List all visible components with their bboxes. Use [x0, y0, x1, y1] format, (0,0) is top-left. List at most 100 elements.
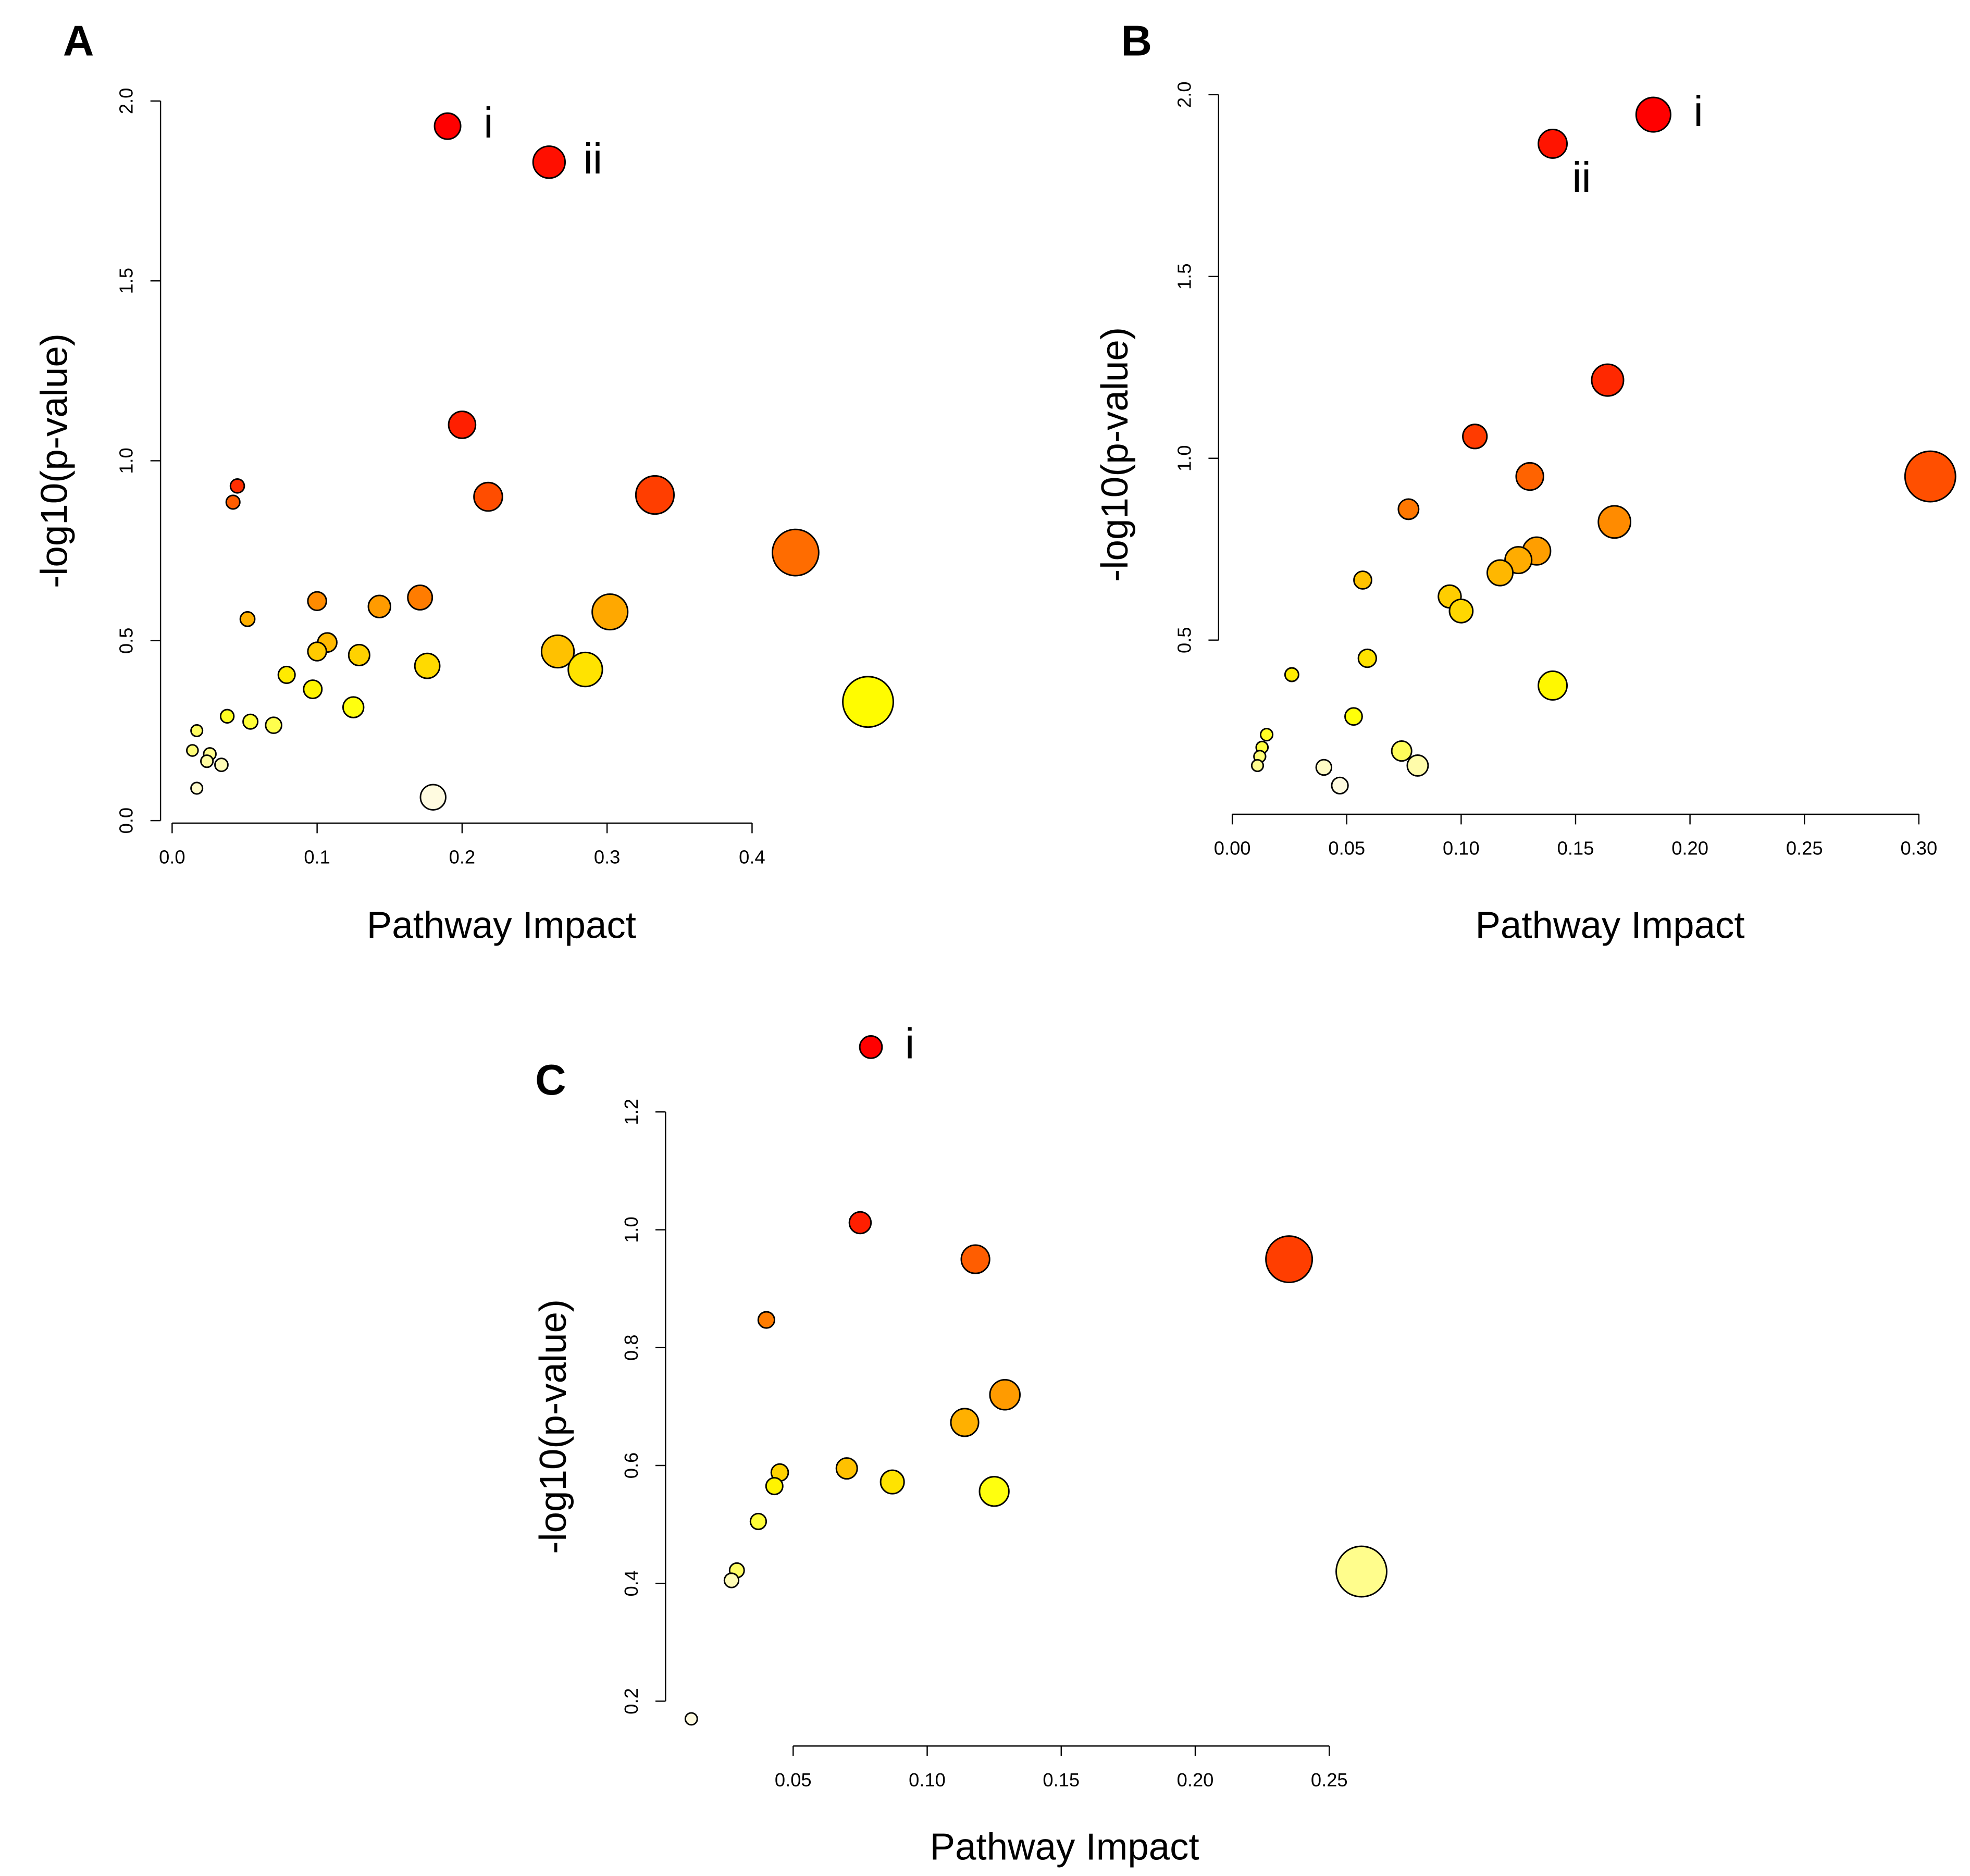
point [772, 528, 820, 577]
x-tick-label: 0.15 [1557, 837, 1594, 859]
point [303, 679, 323, 700]
point [1284, 667, 1299, 682]
x-tick-label: 0.4 [739, 846, 765, 867]
y-tick-label: 1.0 [116, 448, 137, 474]
point [1515, 462, 1544, 491]
x-tick-label: 0.10 [909, 1769, 946, 1791]
x-tick-label: 0.05 [775, 1769, 812, 1791]
point [348, 643, 370, 667]
point [532, 145, 566, 179]
point [635, 475, 675, 515]
point [1448, 598, 1474, 624]
point [989, 1379, 1021, 1411]
y-tick-label: 0.5 [1173, 627, 1195, 653]
panel-label: A [63, 17, 94, 65]
y-tick-label: 1.0 [621, 1216, 642, 1243]
point [1353, 570, 1372, 590]
point [765, 1477, 784, 1496]
y-tick-label: 1.5 [1173, 263, 1195, 290]
panel-label: B [1121, 17, 1153, 65]
point [950, 1408, 980, 1437]
point [1538, 670, 1568, 701]
y-tick-label: 1.0 [1173, 445, 1195, 471]
x-tick-label: 0.0 [159, 846, 185, 867]
point [419, 784, 447, 811]
y-tick-label: 0.2 [621, 1688, 642, 1715]
point [190, 724, 204, 737]
point [190, 781, 204, 795]
point [200, 754, 214, 768]
point [1591, 363, 1625, 397]
y-tick-label: 0.4 [621, 1570, 642, 1597]
y-tick-label: 0.8 [621, 1335, 642, 1361]
point [1538, 128, 1568, 159]
y-tick-label: 1.2 [621, 1099, 642, 1125]
x-tick-label: 0.20 [1671, 837, 1708, 859]
point [960, 1244, 990, 1274]
point [448, 411, 477, 439]
y-axis-label: -log10(p-value) [33, 333, 76, 588]
x-axis-label: Pathway Impact [1475, 904, 1744, 946]
point [214, 757, 229, 772]
point [835, 1457, 858, 1480]
x-axis-label: Pathway Impact [930, 1825, 1199, 1868]
x-tick-label: 0.20 [1177, 1769, 1214, 1791]
point [1344, 707, 1363, 726]
point [265, 716, 282, 734]
point [1265, 1235, 1314, 1284]
point [1635, 96, 1671, 133]
point [879, 1469, 905, 1495]
point [1357, 648, 1377, 668]
y-tick-label: 0.6 [621, 1452, 642, 1479]
point [307, 641, 327, 662]
y-tick-label: 2.0 [1173, 81, 1195, 108]
point [1250, 759, 1265, 773]
point [684, 1712, 698, 1726]
x-tick-label: 0.10 [1443, 837, 1480, 859]
point [540, 634, 575, 669]
point [307, 591, 327, 612]
point [757, 1311, 775, 1329]
point [239, 611, 256, 627]
point [842, 676, 894, 728]
point [1331, 776, 1349, 794]
point-label: i [484, 99, 493, 147]
point [567, 651, 603, 688]
x-tick-label: 0.15 [1043, 1769, 1080, 1791]
x-tick-label: 0.00 [1214, 837, 1251, 859]
point [342, 696, 365, 718]
point [1462, 424, 1488, 450]
point [848, 1211, 872, 1235]
point [229, 478, 245, 494]
point [591, 593, 629, 631]
point [367, 594, 391, 618]
point [1259, 728, 1274, 742]
point [1391, 740, 1413, 762]
point [859, 1035, 883, 1059]
point [1597, 505, 1632, 539]
point [186, 744, 199, 757]
x-tick-label: 0.05 [1328, 837, 1365, 859]
panel-label: C [535, 1056, 566, 1104]
point [1486, 559, 1514, 587]
point [723, 1572, 740, 1588]
point [433, 112, 462, 140]
point [414, 652, 441, 679]
x-axis-label: Pathway Impact [367, 904, 636, 946]
point [225, 494, 241, 510]
point [1315, 759, 1333, 776]
x-tick-label: 0.2 [449, 846, 476, 867]
y-axis-label: -log10(p-value) [532, 1299, 574, 1554]
y-tick-label: 2.0 [116, 88, 137, 115]
point [1335, 1545, 1387, 1598]
y-axis-label: -log10(p-value) [1094, 327, 1136, 582]
x-tick-label: 0.25 [1311, 1769, 1348, 1791]
point [978, 1476, 1010, 1507]
y-tick-label: 1.5 [116, 268, 137, 294]
point-label: ii [584, 135, 603, 183]
point [1406, 754, 1429, 777]
point [1904, 450, 1956, 503]
x-tick-label: 0.3 [594, 846, 621, 867]
point [219, 709, 235, 724]
